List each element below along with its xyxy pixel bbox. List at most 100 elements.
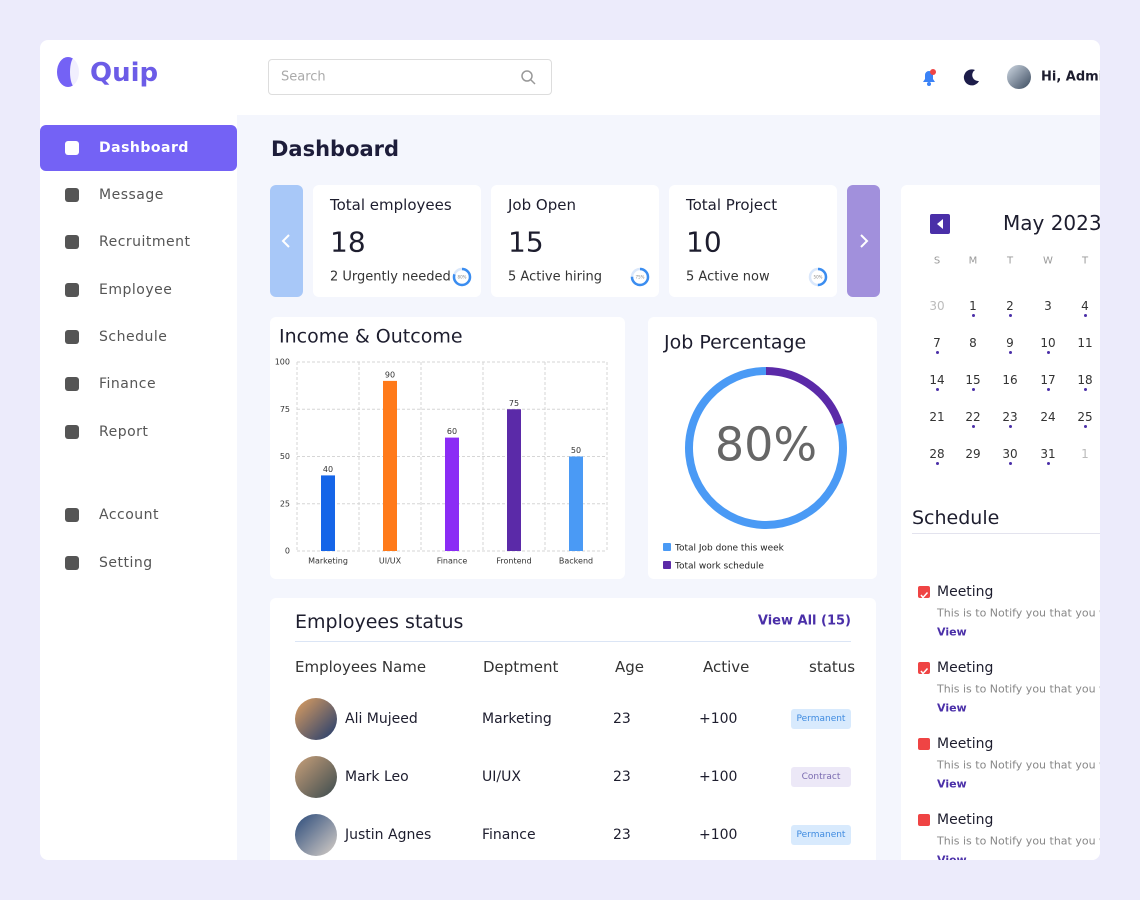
schedule-title: Meeting xyxy=(937,660,994,676)
page-title: Dashboard xyxy=(271,137,400,161)
nav-item[interactable]: Employee xyxy=(40,267,237,313)
user-avatar[interactable] xyxy=(1007,65,1031,89)
calendar-day[interactable]: 11 xyxy=(1077,336,1093,350)
weekday-label: T xyxy=(1081,255,1089,267)
calendar-day[interactable]: 30 xyxy=(929,299,945,313)
calendar-day[interactable]: 23 xyxy=(1002,410,1018,424)
column-header: Age xyxy=(615,658,645,676)
weekday-label: S xyxy=(933,255,941,267)
nav-icon xyxy=(65,235,79,249)
calendar-day[interactable]: 2 xyxy=(1006,299,1014,313)
column-header: Active xyxy=(703,658,750,676)
stat-title: Job Open xyxy=(508,196,576,214)
stat-value: 10 xyxy=(686,225,722,259)
event-dot xyxy=(1009,462,1012,465)
nav-item[interactable]: Report xyxy=(40,409,237,455)
theme-icon[interactable] xyxy=(963,68,981,86)
calendar-day[interactable]: 1 xyxy=(1081,447,1089,461)
donut-chart: Job Percentage 80% Total Job done this w… xyxy=(663,332,847,572)
calendar-day[interactable]: 24 xyxy=(1040,410,1056,424)
nav-item[interactable]: Message xyxy=(40,172,237,218)
y-tick-label: 100 xyxy=(275,358,290,367)
y-tick-label: 75 xyxy=(280,405,290,414)
x-tick-label: UI/UX xyxy=(379,557,402,566)
schedule-link[interactable]: View xyxy=(937,701,967,715)
nav-label: Report xyxy=(99,424,149,440)
calendar-day[interactable]: 15 xyxy=(965,373,981,387)
calendar-day[interactable]: 17 xyxy=(1040,373,1056,387)
next-stats-button[interactable] xyxy=(847,185,880,297)
schedule-link[interactable]: View xyxy=(937,853,967,861)
calendar-day[interactable]: 7 xyxy=(933,336,941,350)
bar-chart: Income & Outcome 0 25 50 75 100 40 Marketing 90… xyxy=(275,326,608,566)
ring-label: 80% xyxy=(458,275,467,280)
stat-note: 5 Active hiring xyxy=(508,269,603,285)
calendar-day[interactable]: 14 xyxy=(929,373,945,387)
calendar-day[interactable]: 18 xyxy=(1077,373,1093,387)
calendar-day[interactable]: 25 xyxy=(1077,410,1093,424)
calendar-day[interactable]: 29 xyxy=(965,447,981,461)
schedule-title: Meeting xyxy=(937,736,994,752)
nav-item[interactable]: Dashboard xyxy=(40,125,237,171)
stat-card: Total Project 10 5 Active now 50% xyxy=(669,185,837,297)
event-dot xyxy=(1047,462,1050,465)
calendar-day[interactable]: 8 xyxy=(969,336,977,350)
calendar-day[interactable]: 22 xyxy=(965,410,981,424)
schedule-checkbox[interactable] xyxy=(918,738,930,750)
app-window: Quip Search Hi, Admin Dashboard Message Re… xyxy=(40,40,1100,860)
schedule-checkbox[interactable] xyxy=(918,662,930,675)
employee-name: Justin Agnes xyxy=(345,827,432,843)
brand[interactable]: Quip xyxy=(90,58,159,88)
chart-title: Income & Outcome xyxy=(279,326,463,348)
schedule-link[interactable]: View xyxy=(937,777,967,791)
x-tick-label: Marketing xyxy=(308,557,348,566)
calendar-day[interactable]: 31 xyxy=(1040,447,1056,461)
search-box[interactable]: Search xyxy=(268,59,552,95)
prev-month-button[interactable] xyxy=(930,214,950,234)
ring-arc xyxy=(630,267,650,287)
employee-avatar xyxy=(295,814,337,856)
nav-label: Recruitment xyxy=(99,234,191,250)
calendar-day[interactable]: 10 xyxy=(1040,336,1056,350)
bell-icon[interactable] xyxy=(919,67,939,87)
calendar-day[interactable]: 21 xyxy=(929,410,945,424)
stat-value: 15 xyxy=(508,225,544,259)
event-dot xyxy=(1084,388,1087,391)
calendar-day[interactable]: 1 xyxy=(969,299,977,313)
nav-icon xyxy=(65,377,79,391)
schedule-checkbox[interactable] xyxy=(918,586,930,599)
schedule-checkbox[interactable] xyxy=(918,814,930,826)
nav-item[interactable]: Setting xyxy=(40,540,237,586)
stat-ring: 75% xyxy=(630,267,650,287)
user-greeting[interactable]: Hi, Admin xyxy=(1041,69,1100,85)
view-all-link[interactable]: View All (15) xyxy=(757,613,851,629)
income-card: Income & Outcome 0 25 50 75 100 40 Marketing 90… xyxy=(270,317,625,579)
nav-icon xyxy=(65,508,79,522)
job-card: Job Percentage 80% Total Job done this w… xyxy=(648,317,877,579)
stat-value: 18 xyxy=(330,225,366,259)
calendar-day[interactable]: 4 xyxy=(1081,299,1089,313)
bar xyxy=(445,437,459,551)
schedule-title: Meeting xyxy=(937,812,994,828)
schedule-text: This is to Notify you that you will xyxy=(937,834,1100,848)
nav-icon xyxy=(65,425,79,439)
logo-cut xyxy=(70,57,80,87)
calendar-day[interactable]: 16 xyxy=(1002,373,1018,387)
status-badge: Permanent xyxy=(791,709,851,729)
schedule-link[interactable]: View xyxy=(937,625,967,639)
employee-avatar xyxy=(295,698,337,740)
nav-item[interactable]: Finance xyxy=(40,361,237,407)
nav-item[interactable]: Schedule xyxy=(40,314,237,360)
prev-stats-button[interactable] xyxy=(270,185,303,297)
calendar-day[interactable]: 30 xyxy=(1002,447,1018,461)
ring-arc xyxy=(452,267,472,287)
calendar-day[interactable]: 3 xyxy=(1044,299,1052,313)
nav-item[interactable]: Recruitment xyxy=(40,219,237,265)
section-title: Schedule xyxy=(912,507,1000,529)
calendar-day[interactable]: 28 xyxy=(929,447,945,461)
nav-icon xyxy=(65,330,79,344)
calendar-day[interactable]: 9 xyxy=(1006,336,1014,350)
ring-label: 75% xyxy=(636,275,645,280)
event-dot xyxy=(1084,425,1087,428)
nav-item[interactable]: Account xyxy=(40,492,237,538)
